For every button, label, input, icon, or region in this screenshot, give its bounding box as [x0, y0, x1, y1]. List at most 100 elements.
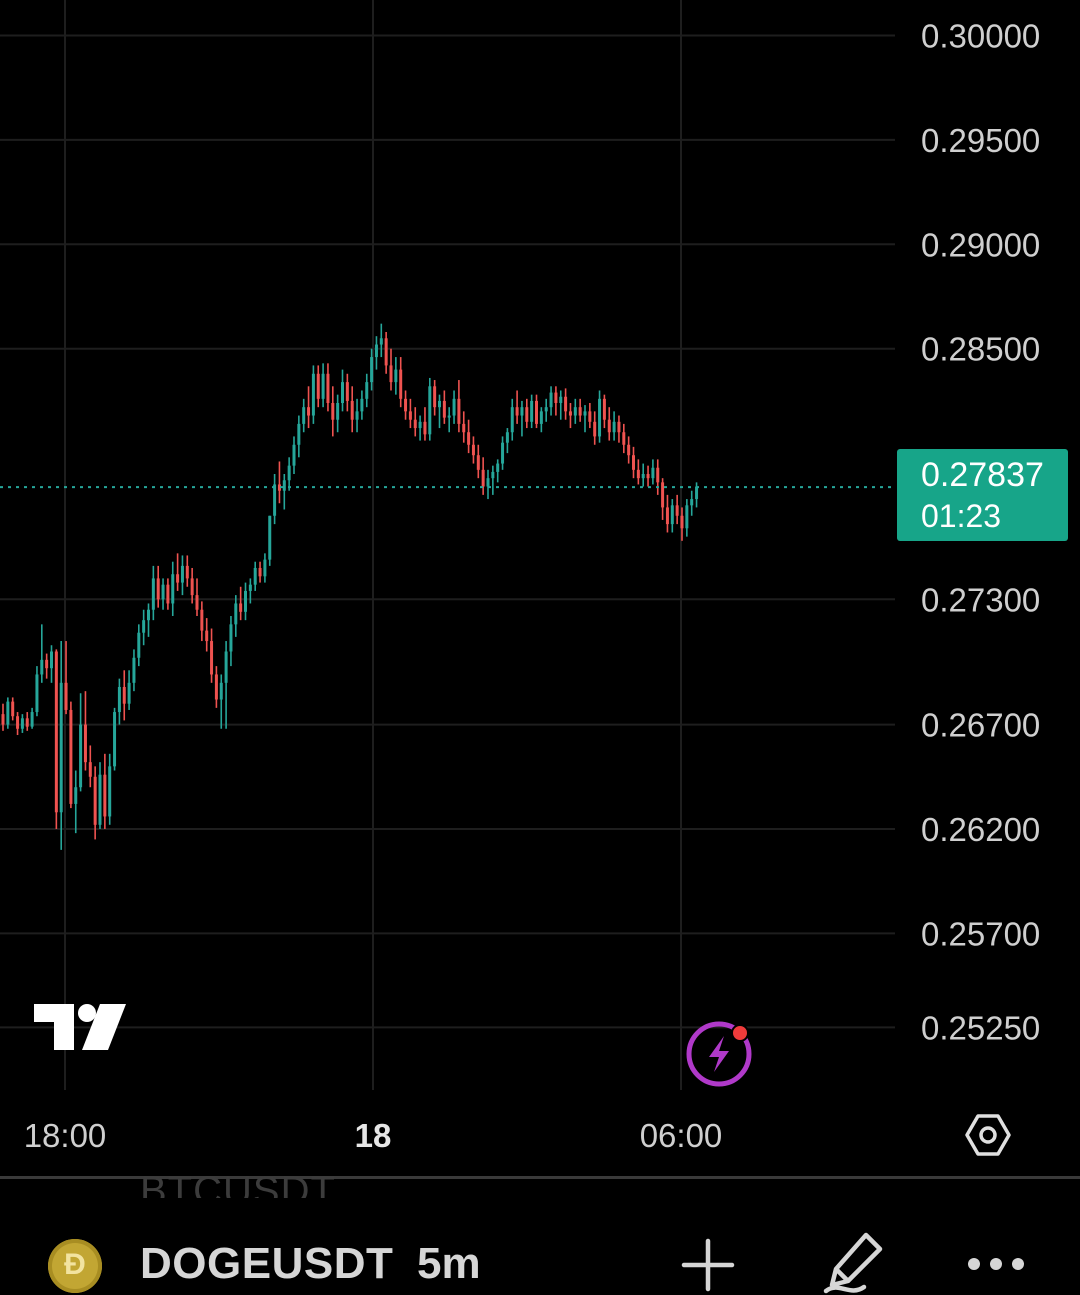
candle: [292, 436, 296, 475]
candle-body: [433, 386, 437, 408]
candle-body: [25, 718, 29, 727]
candle-body: [239, 603, 243, 612]
candle: [40, 624, 44, 683]
candle-body: [612, 421, 616, 433]
candle: [501, 436, 505, 470]
candle-body: [142, 620, 146, 633]
price-chart[interactable]: 0.30000 0.29500 0.29000 0.28500 0.27300 0.267…: [0, 0, 1080, 1175]
candle-body: [374, 344, 378, 358]
candle-body: [539, 411, 543, 424]
candle-body: [122, 686, 126, 704]
time-tick-label: 18:00: [24, 1117, 107, 1154]
candle: [598, 390, 602, 443]
candle-body: [79, 724, 83, 788]
candle-body: [316, 373, 320, 399]
candle: [156, 565, 160, 608]
candle: [661, 478, 665, 520]
candle-body: [418, 421, 422, 429]
interval-button[interactable]: 5m: [417, 1239, 481, 1288]
symbol-button[interactable]: DOGEUSDT: [140, 1239, 394, 1288]
candle: [636, 459, 640, 485]
candle: [35, 666, 39, 717]
candle-body: [665, 507, 669, 525]
candle: [559, 390, 563, 420]
candle: [355, 398, 359, 433]
candle-body: [350, 400, 354, 420]
pencil-icon[interactable]: [820, 1229, 890, 1295]
candle-body: [224, 651, 228, 683]
candle-body: [428, 386, 432, 435]
candle-body: [103, 774, 107, 817]
candle-body: [30, 712, 34, 727]
price-tick-label: 0.26200: [921, 811, 1040, 848]
candle-body: [598, 398, 602, 437]
candle-body: [695, 486, 699, 500]
candle-body: [656, 467, 660, 483]
candle-body: [253, 567, 257, 585]
candle: [539, 407, 543, 433]
candle-body: [302, 407, 306, 424]
doge-coin-icon[interactable]: Ð: [48, 1239, 102, 1293]
candle: [103, 753, 107, 829]
candle: [341, 369, 344, 412]
candle-body: [675, 505, 679, 516]
candle: [1, 703, 5, 731]
time-axis[interactable]: 18:00 18 06:00: [24, 1117, 723, 1154]
candle-body: [486, 478, 490, 487]
candle: [520, 400, 524, 437]
candle-body: [341, 382, 344, 404]
candle-body: [20, 718, 24, 729]
candle-body: [64, 682, 68, 710]
candle: [578, 398, 582, 422]
candle-body: [244, 590, 247, 612]
more-icon[interactable]: [964, 1249, 1028, 1279]
last-price-badge: 0.27837 01:23: [897, 449, 1068, 541]
candle-body: [161, 584, 165, 600]
candle-body: [16, 716, 20, 729]
candle: [530, 394, 534, 429]
candle: [59, 641, 63, 850]
candle-body: [515, 407, 519, 416]
candle: [452, 390, 456, 424]
candle: [564, 388, 568, 420]
candle: [108, 753, 112, 825]
candle: [137, 624, 141, 667]
price-tick-label: 0.29500: [921, 122, 1040, 159]
candle: [408, 398, 412, 429]
settings-hexagon-icon[interactable]: [965, 1114, 1011, 1156]
candle-body: [394, 369, 398, 383]
candle: [374, 336, 378, 370]
candle-body: [345, 382, 349, 401]
candle-body: [564, 396, 568, 412]
candle: [510, 398, 514, 441]
candle: [50, 645, 53, 683]
candle-body: [180, 565, 184, 583]
lightning-icon[interactable]: [686, 1021, 752, 1087]
candle-body: [248, 584, 252, 591]
candle: [442, 390, 446, 424]
price-tick-label: 0.29000: [921, 226, 1040, 263]
candle: [316, 365, 320, 408]
candle: [394, 357, 398, 395]
price-axis[interactable]: 0.30000 0.29500 0.29000 0.28500 0.27300 0.267…: [921, 17, 1040, 1046]
candle: [190, 567, 194, 604]
candles: [1, 323, 699, 850]
candle-body: [113, 712, 117, 767]
candle-body: [384, 338, 388, 366]
plus-icon[interactable]: [680, 1237, 736, 1293]
candle: [447, 407, 451, 433]
tradingview-logo-icon[interactable]: [34, 1004, 126, 1050]
candle: [180, 555, 184, 596]
candle: [142, 609, 146, 646]
price-tick-label: 0.30000: [921, 17, 1040, 54]
candle: [476, 444, 480, 479]
candle-body: [108, 766, 112, 817]
candle: [404, 390, 408, 420]
candle: [321, 363, 325, 408]
candle-body: [214, 674, 218, 700]
candle-body: [277, 484, 281, 491]
candle-body: [501, 442, 505, 464]
candle: [365, 373, 369, 408]
candle-body: [229, 624, 233, 652]
candle-body: [602, 398, 606, 420]
